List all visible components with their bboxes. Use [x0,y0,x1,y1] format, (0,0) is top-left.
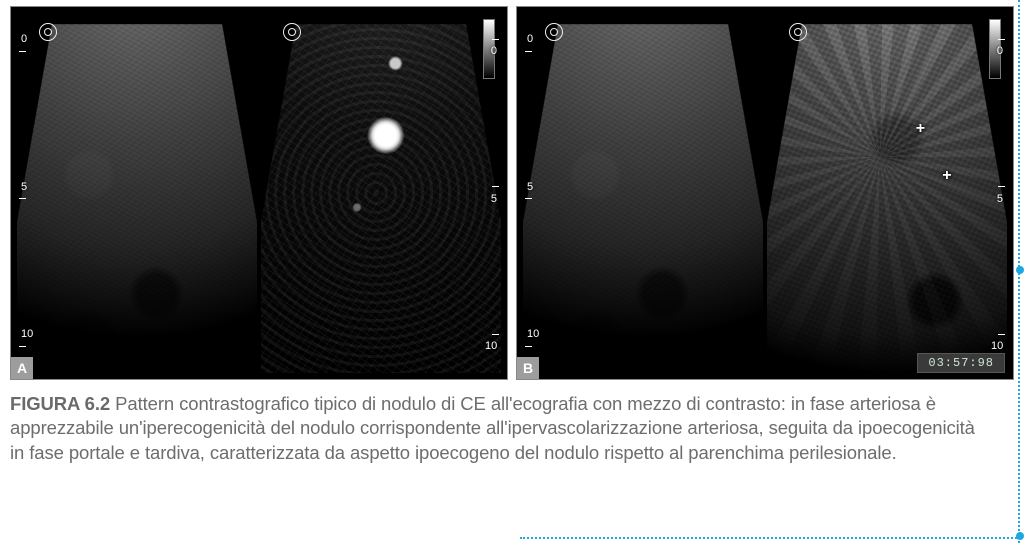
acquisition-timestamp: 03:57:98 [917,353,1005,373]
figure-label: FIGURA 6.2 [10,393,110,414]
ceus-late-image [767,13,1007,373]
border-dot-icon [1016,532,1024,540]
ultrasound-panel-a: 0 5 10 0 5 10 A [10,6,508,380]
contrast-view-late: + + 0 5 10 [767,13,1007,373]
border-dot-icon [1016,266,1024,274]
panel-letter-badge: A [11,357,33,379]
bmode-image [17,13,257,373]
figure-image-row: 0 5 10 0 5 10 A [10,6,1014,380]
bmode-view: 0 5 10 [523,13,763,373]
probe-target-icon [545,23,563,41]
probe-target-icon [283,23,301,41]
grayscale-bar-icon [989,19,1001,79]
probe-target-icon [789,23,807,41]
figure-caption: FIGURA 6.2 Pattern contrastografico tipi… [10,392,1014,465]
dual-view: 0 5 10 + + 0 5 10 [523,13,1007,373]
ceus-arterial-image [261,13,501,373]
grayscale-bar-icon [483,19,495,79]
page-border-bottom-dotted [520,537,1020,539]
contrast-view-arterial: 0 5 10 [261,13,501,373]
dual-view: 0 5 10 0 5 10 [17,13,501,373]
figure-page: 0 5 10 0 5 10 A [0,0,1024,543]
panel-letter-badge: B [517,357,539,379]
probe-target-icon [39,23,57,41]
figure-caption-text: Pattern contrastografico tipico di nodul… [10,393,975,463]
bmode-image [523,13,763,373]
ultrasound-panel-b: 0 5 10 + + 0 5 10 [516,6,1014,380]
bmode-view: 0 5 10 [17,13,257,373]
